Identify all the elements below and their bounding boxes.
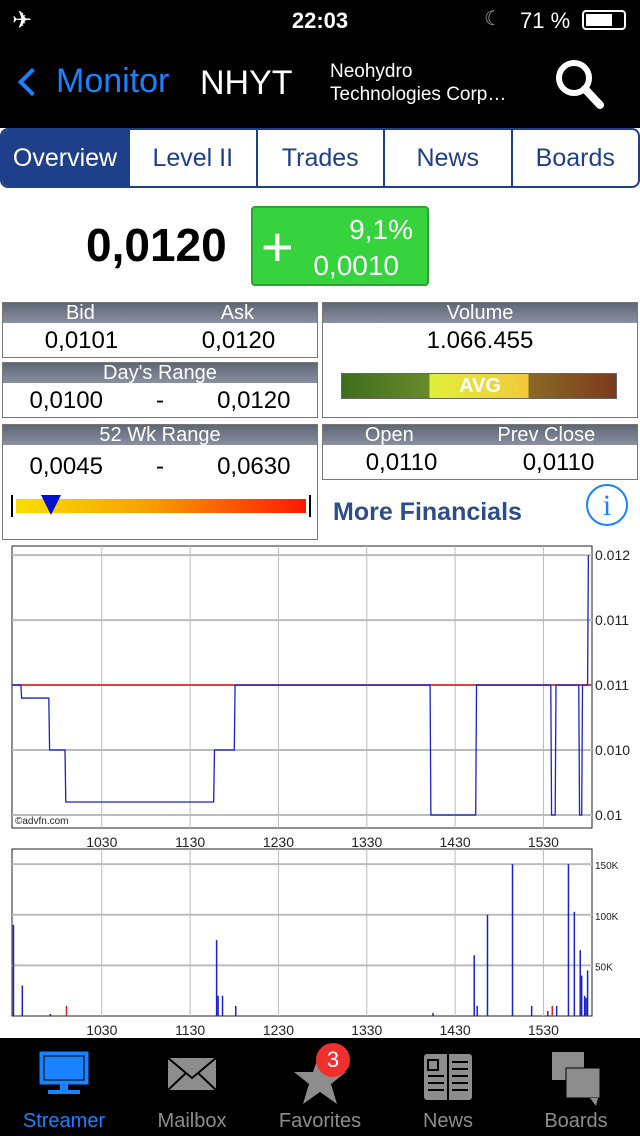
open-close-panel: Open Prev Close 0,0110 0,0110 xyxy=(322,424,638,480)
symbol-title: NHYT xyxy=(200,64,293,102)
x-tick-label: 1530 xyxy=(528,834,559,848)
clock: 22:03 xyxy=(291,8,349,33)
company-name-line1: Neohydro xyxy=(330,61,413,82)
company-name-line2: Technologies Corp… xyxy=(330,84,507,105)
company-name: Neohydro Technologies Corp… xyxy=(330,60,520,106)
x-tick-label: 1230 xyxy=(263,834,294,848)
tabbar-news[interactable]: News xyxy=(384,1038,512,1136)
last-price: 0,0120 xyxy=(86,219,227,271)
tabbar-label: Streamer xyxy=(22,1110,106,1132)
y-tick-label: 0.012 xyxy=(595,547,630,563)
ask-value: 0,0120 xyxy=(201,327,276,354)
nav-bar: Monitor NHYT Neohydro Technologies Corp… xyxy=(0,40,640,128)
days-high: 0,0120 xyxy=(217,387,291,414)
x-tick-label: 1130 xyxy=(175,834,205,848)
tabbar-label: Boards xyxy=(544,1110,608,1132)
search-icon[interactable] xyxy=(554,58,604,110)
tab-level-ii[interactable]: Level II xyxy=(130,130,258,186)
plot-area xyxy=(11,848,593,1017)
52wk-range-bar xyxy=(11,495,311,517)
x-tick-label: 1330 xyxy=(351,834,382,848)
monitor-icon xyxy=(39,1051,89,1094)
y-tick-label: 0.011 xyxy=(595,612,629,628)
change-sign: + xyxy=(261,215,294,278)
watermark: ©advfn.com xyxy=(15,816,69,827)
x-tick-label: 1430 xyxy=(440,834,471,848)
more-financials-link[interactable]: More Financials xyxy=(333,498,522,526)
volume-gauge: AVG xyxy=(341,373,617,399)
x-tick-label: 1030 xyxy=(86,834,117,848)
back-label: Monitor xyxy=(56,62,170,100)
tab-overview[interactable]: Overview xyxy=(2,130,130,186)
range-separator: - xyxy=(156,453,164,480)
x-tick-label: 1030 xyxy=(86,1022,117,1038)
back-button[interactable]: Monitor xyxy=(14,62,169,101)
tab-boards[interactable]: Boards xyxy=(535,143,615,172)
tabbar-label: News xyxy=(422,1110,473,1132)
52wk-low: 0,0045 xyxy=(29,453,103,480)
volume-value: 1.066.455 xyxy=(426,327,534,354)
y-tick-label: 0.01 xyxy=(595,807,622,823)
volume-gauge-label: AVG xyxy=(459,375,501,397)
bid-ask-panel: Bid Ask 0,0101 0,0120 xyxy=(2,302,318,358)
x-tick-label: 1430 xyxy=(440,1022,471,1038)
price-chart: 1030 1130 1230 1330 1430 1530 0.012 0.011 0.011 0… xyxy=(11,545,630,848)
52wk-range-panel: 52 Wk Range 0,0045 - 0,0630 xyxy=(2,424,318,540)
segment-tabs: Overview Level II Trades News Boards xyxy=(0,128,640,188)
days-low: 0,0100 xyxy=(29,387,103,414)
price-series-line xyxy=(12,555,590,816)
tabbar-mailbox[interactable]: Mailbox xyxy=(128,1038,256,1136)
status-bar: ✈ 22:03 ☾ 71 % xyxy=(0,0,640,40)
x-tick-label: 1530 xyxy=(528,1022,559,1038)
tab-news[interactable]: News xyxy=(385,130,513,186)
tabbar-boards[interactable]: Boards xyxy=(512,1038,640,1136)
chevron-left-icon xyxy=(17,67,47,96)
volume-panel: Volume 1.066.455 AVG xyxy=(322,302,638,418)
y-tick-label: 50K xyxy=(595,962,613,973)
tab-trades[interactable]: Trades xyxy=(258,130,385,186)
tab-bar: Streamer Mailbox 3 Favorites News Boards xyxy=(0,1038,640,1136)
chat-bubbles-icon xyxy=(552,1052,601,1106)
newspaper-icon xyxy=(424,1054,472,1102)
y-tick-label: 0.010 xyxy=(595,742,630,758)
change-badge: + 9,1% 0,0010 xyxy=(251,206,429,286)
ask-label: Ask xyxy=(220,302,255,324)
volume-chart: 1030 1130 1230 1330 1430 1530 150K 100K 50K xyxy=(11,848,619,1038)
52wk-marker-icon xyxy=(41,495,62,515)
bid-label: Bid xyxy=(65,302,95,324)
days-range-panel: Day's Range 0,0100 - 0,0120 xyxy=(2,362,318,418)
open-value: 0,0110 xyxy=(365,449,438,476)
bid-value: 0,0101 xyxy=(44,327,119,354)
airplane-icon: ✈ xyxy=(12,7,33,34)
star-icon xyxy=(294,1052,346,1104)
battery-icon xyxy=(582,10,626,30)
info-icon[interactable]: i xyxy=(586,484,628,526)
tabbar-label: Favorites xyxy=(278,1110,362,1132)
y-tick-label: 150K xyxy=(595,861,619,872)
open-label: Open xyxy=(364,424,414,446)
y-tick-label: 0.011 xyxy=(595,677,629,693)
x-tick-label: 1230 xyxy=(263,1022,294,1038)
plot-area xyxy=(11,545,593,829)
favorites-badge: 3 xyxy=(316,1043,350,1077)
x-tick-label: 1130 xyxy=(175,1022,205,1038)
prev-close-label: Prev Close xyxy=(497,424,596,446)
moon-icon: ☾ xyxy=(484,8,502,30)
x-tick-label: 1330 xyxy=(351,1022,382,1038)
tabbar-streamer[interactable]: Streamer xyxy=(0,1038,128,1136)
52wk-label: 52 Wk Range xyxy=(99,424,221,446)
tabbar-favorites[interactable]: 3 Favorites xyxy=(256,1038,384,1136)
days-range-label: Day's Range xyxy=(103,362,217,384)
tabbar-label: Mailbox xyxy=(157,1110,227,1132)
y-tick-label: 100K xyxy=(595,912,619,923)
range-separator: - xyxy=(156,387,164,414)
prev-close-value: 0,0110 xyxy=(522,449,595,476)
change-percent: 9,1% xyxy=(349,214,413,245)
52wk-high: 0,0630 xyxy=(217,453,291,480)
volume-label: Volume xyxy=(446,302,514,324)
change-absolute: 0,0010 xyxy=(313,250,399,281)
battery-percent: 71 % xyxy=(520,8,571,33)
envelope-icon xyxy=(167,1057,217,1091)
